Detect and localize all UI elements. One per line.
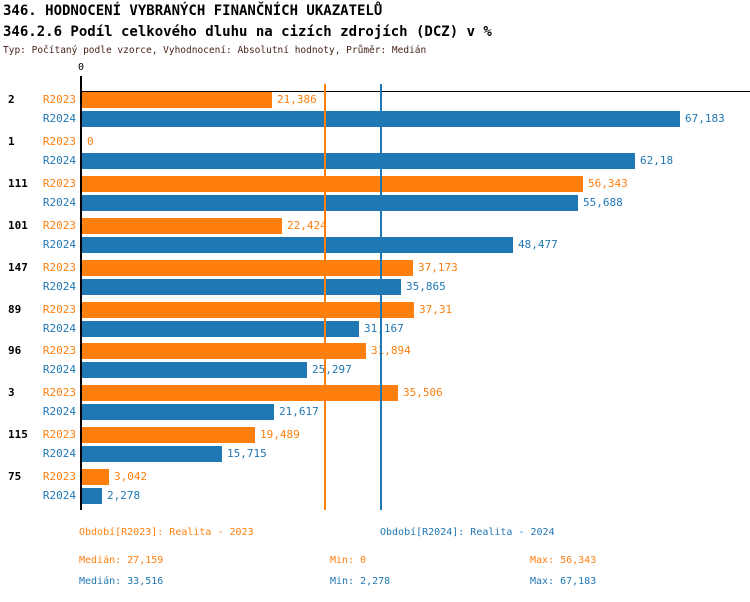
median-line-r2023 (324, 84, 326, 510)
bar-value-label: 67,183 (685, 112, 725, 125)
stat-median-r2024: Medián: 33,516 (79, 576, 164, 587)
category-label: 111 (8, 177, 28, 190)
bar-r2023 (82, 302, 414, 318)
category-label: 115 (8, 428, 28, 441)
series-label-r2024: R2024 (42, 154, 76, 167)
bar-value-label: 35,865 (406, 280, 446, 293)
series-label-r2023: R2023 (42, 135, 76, 148)
bar-value-label: 37,31 (419, 303, 453, 316)
bar-value-label: 37,173 (418, 261, 458, 274)
median-line-r2024 (380, 84, 382, 510)
bar-value-label: 55,688 (583, 196, 623, 209)
bar-value-label: 15,715 (227, 447, 267, 460)
bar-r2023 (82, 218, 282, 234)
bar-r2024 (82, 362, 307, 378)
series-label-r2023: R2023 (42, 93, 76, 106)
category-label: 96 (8, 344, 22, 357)
series-label-r2024: R2024 (42, 447, 76, 460)
category-label: 3 (8, 386, 15, 399)
category-label: 147 (8, 261, 28, 274)
bar-value-label: 31,894 (371, 344, 411, 357)
bar-value-label: 62,18 (640, 154, 674, 167)
stat-min-r2023: Min: 0 (330, 555, 367, 566)
series-label-r2024: R2024 (42, 322, 76, 335)
series-label-r2023: R2023 (42, 219, 76, 232)
bar-value-label: 35,506 (403, 386, 443, 399)
bar-r2024 (82, 153, 635, 169)
bar-value-label: 21,386 (277, 93, 317, 106)
bar-value-label: 48,477 (518, 238, 558, 251)
chart-subtitle: 346.2.6 Podíl celkového dluhu na cizích … (3, 24, 492, 40)
series-label-r2023: R2023 (42, 344, 76, 357)
bar-r2023 (82, 176, 583, 192)
series-label-r2024: R2024 (42, 238, 76, 251)
stat-max-r2023: Max: 56,343 (530, 555, 597, 566)
bar-r2023 (82, 469, 109, 485)
bar-r2023 (82, 427, 255, 443)
bar-r2024 (82, 404, 274, 420)
bar-r2023 (82, 260, 413, 276)
chart-meta-line: Typ: Počítaný podle vzorce, Vyhodnocení:… (3, 45, 427, 56)
x-axis-top-line (80, 91, 750, 92)
bar-r2023 (82, 385, 398, 401)
bar-value-label: 25,297 (312, 363, 352, 376)
series-label-r2023: R2023 (42, 303, 76, 316)
series-label-r2024: R2024 (42, 363, 76, 376)
series-label-r2024: R2024 (42, 112, 76, 125)
series-label-r2024: R2024 (42, 196, 76, 209)
bar-value-label: 2,278 (107, 489, 141, 502)
legend-period-r2023: Období[R2023]: Realita - 2023 (79, 527, 254, 538)
bar-r2024 (82, 488, 102, 504)
category-label: 1 (8, 135, 15, 148)
series-label-r2024: R2024 (42, 489, 76, 502)
series-label-r2023: R2023 (42, 261, 76, 274)
stat-min-r2024: Min: 2,278 (330, 576, 391, 587)
bar-value-label: 19,489 (260, 428, 300, 441)
series-label-r2023: R2023 (42, 428, 76, 441)
bar-value-label: 3,042 (114, 470, 148, 483)
page-title: 346. HODNOCENÍ VYBRANÝCH FINANČNÍCH UKAZ… (3, 3, 383, 19)
category-label: 2 (8, 93, 15, 106)
legend-period-r2024: Období[R2024]: Realita - 2024 (380, 527, 555, 538)
bar-value-label: 56,343 (588, 177, 628, 190)
axis-zero-tick-label: 0 (77, 62, 85, 73)
series-label-r2023: R2023 (42, 177, 76, 190)
stat-max-r2024: Max: 67,183 (530, 576, 597, 587)
series-label-r2023: R2023 (42, 470, 76, 483)
bar-r2023 (82, 92, 272, 108)
bar-r2023 (82, 343, 366, 359)
bar-r2024 (82, 279, 401, 295)
bar-value-label: 22,424 (287, 219, 327, 232)
y-axis-line (80, 76, 82, 510)
series-label-r2024: R2024 (42, 280, 76, 293)
category-label: 101 (8, 219, 28, 232)
series-label-r2023: R2023 (42, 386, 76, 399)
bar-value-label: 31,167 (364, 322, 404, 335)
bar-r2024 (82, 446, 222, 462)
category-label: 75 (8, 470, 22, 483)
bar-value-label: 21,617 (279, 405, 319, 418)
category-label: 89 (8, 303, 22, 316)
bar-value-label: 0 (87, 135, 94, 148)
series-label-r2024: R2024 (42, 405, 76, 418)
bar-r2024 (82, 321, 359, 337)
bar-r2024 (82, 195, 578, 211)
stat-median-r2023: Medián: 27,159 (79, 555, 164, 566)
bar-r2024 (82, 237, 513, 253)
